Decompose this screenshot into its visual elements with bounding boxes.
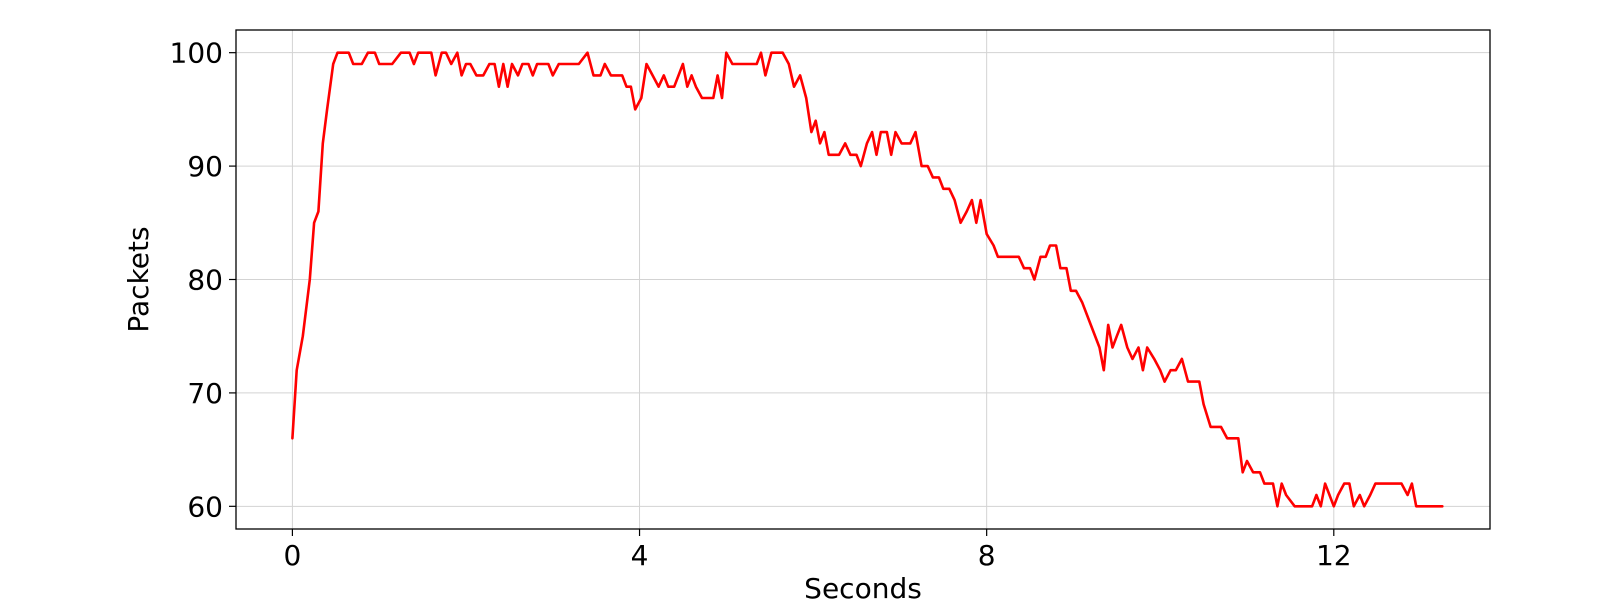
y-axis-label: Packets [122, 226, 155, 332]
series-line [291, 51, 1444, 508]
y-tick-label: 70 [187, 377, 223, 410]
y-tick-label: 80 [187, 264, 223, 297]
x-axis-label: Seconds [804, 572, 922, 600]
y-tick-label: 60 [187, 490, 223, 523]
y-tick-label: 90 [187, 150, 223, 183]
x-tick-label: 8 [978, 539, 996, 572]
axis-ticks: 0 4 8 12 60 70 80 90 100 [170, 37, 1352, 572]
y-tick-label: 100 [170, 37, 223, 70]
x-tick-label: 12 [1316, 539, 1352, 572]
x-tick-label: 0 [283, 539, 301, 572]
grid-lines [236, 30, 1490, 529]
x-tick-label: 4 [631, 539, 649, 572]
series-layer [291, 51, 1444, 508]
